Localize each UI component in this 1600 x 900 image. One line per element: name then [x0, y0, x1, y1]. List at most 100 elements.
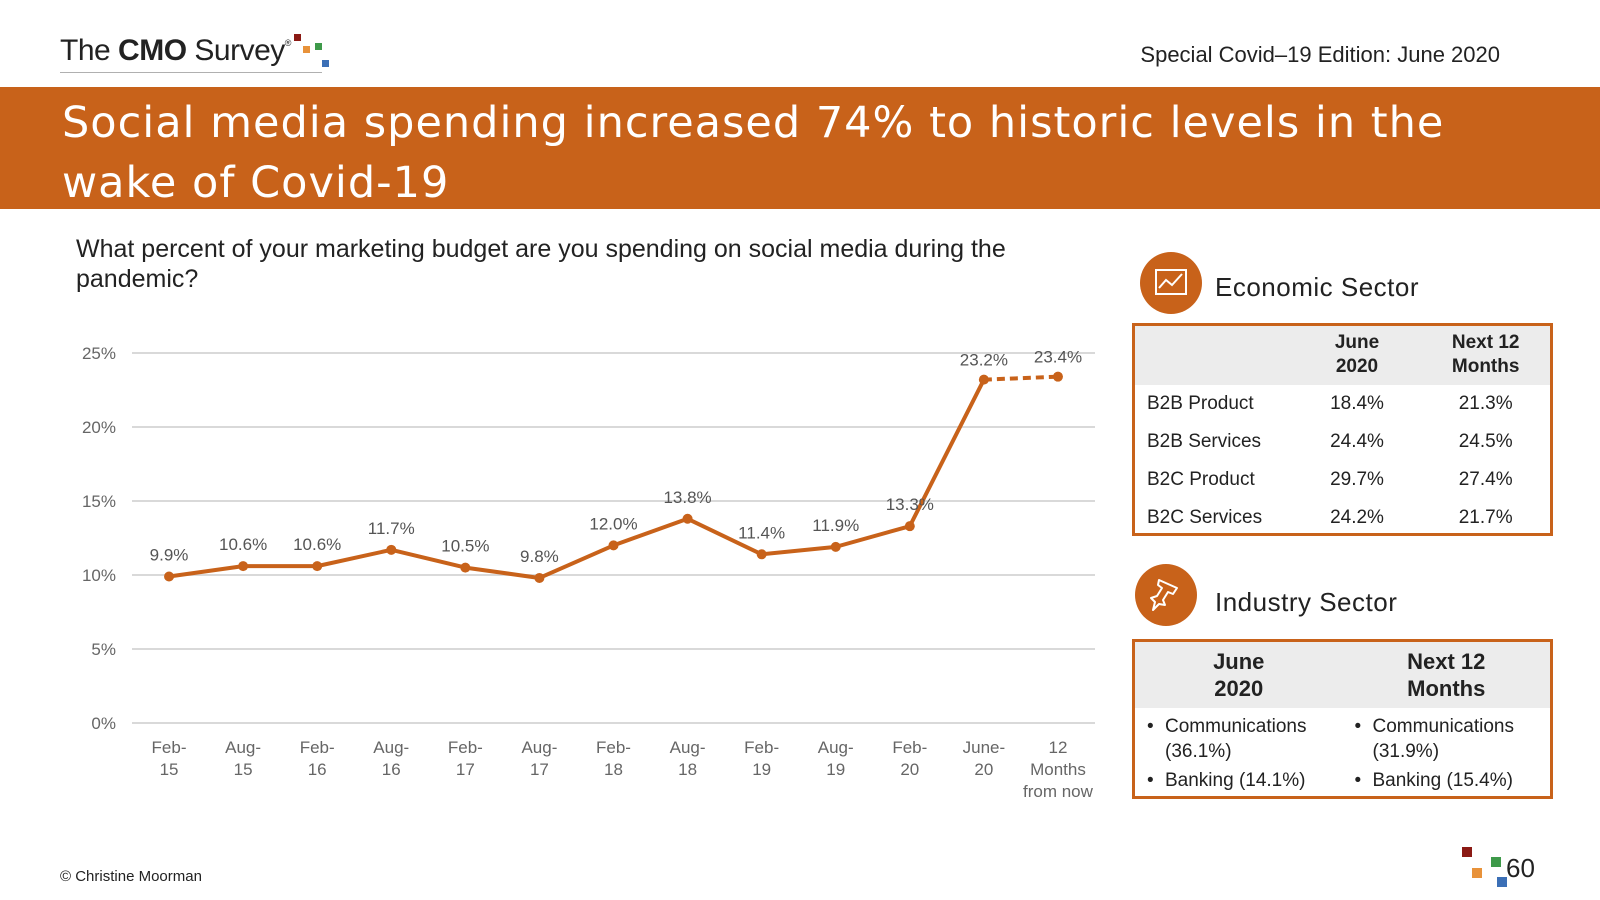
data-point [830, 541, 841, 552]
logo-square-green-icon [315, 43, 322, 50]
footer-square-blue-icon [1497, 877, 1507, 887]
data-point [756, 549, 767, 560]
y-tick-label: 20% [82, 418, 116, 437]
economic-sector-table: June 2020 Next 12 Months B2B Product 18.4%… [1132, 323, 1553, 536]
y-tick-label: 5% [91, 640, 116, 659]
logo-registered-mark: ® [284, 38, 292, 48]
table-row: B2C Product 29.7% 27.4% [1135, 461, 1550, 499]
economic-header-next-12-months: Next 12 Months [1421, 326, 1550, 385]
x-tick-label: Feb-17 [448, 738, 483, 779]
line-chart-icon [1155, 269, 1187, 295]
logo-survey: Survey [194, 34, 285, 67]
economic-sector-badge [1140, 252, 1202, 314]
industry-header-june-2020: June 2020 [1135, 642, 1343, 708]
row-label: B2B Services [1147, 431, 1262, 452]
june-2020-value: 24.4% [1330, 431, 1384, 452]
row-label: B2B Product [1147, 393, 1254, 414]
data-point [238, 561, 249, 572]
header-line: June [1213, 649, 1265, 674]
economic-header-blank [1135, 326, 1293, 385]
next-12-months-value: 21.3% [1458, 393, 1513, 414]
page-title: Social media spending increased 74% to h… [62, 98, 1445, 208]
data-label: 10.5% [441, 537, 489, 556]
data-point [164, 571, 175, 582]
economic-sector-title: Economic Sector [1215, 272, 1420, 302]
bullet-icon: • [1147, 716, 1154, 737]
x-tick-label: June-20 [963, 738, 1006, 779]
logo-cmo: CMO [118, 34, 187, 67]
industry-sector-table: June 2020 Next 12 Months • Communications (… [1132, 639, 1553, 799]
x-tick-label: Aug-17 [521, 738, 557, 779]
industry-header-next-12-months: Next 12 Months [1343, 642, 1551, 708]
data-label: 11.4% [738, 523, 785, 542]
cmo-survey-logo: The CMO Survey® [60, 34, 329, 74]
next-12-months-value: 27.4% [1458, 469, 1513, 490]
data-point [1052, 371, 1063, 382]
x-tick-label: Aug-19 [818, 738, 854, 779]
projection-line [983, 374, 1059, 382]
title-banner: Social media spending increased 74% to h… [0, 87, 1600, 209]
bullet-icon: • [1354, 716, 1362, 737]
header-line: Months [1407, 676, 1486, 701]
footer-square-red-icon [1462, 847, 1472, 857]
x-tick-label: Aug-16 [373, 738, 409, 779]
data-label: 13.8% [663, 488, 711, 507]
header-line: Months [1451, 356, 1520, 377]
list-item-text: Communications (31.9%) [1372, 716, 1515, 762]
list-item: • Communications (31.9%) [1353, 714, 1551, 764]
industry-sector-title: Industry Sector [1215, 587, 1398, 617]
industry-sector-badge [1135, 564, 1197, 626]
data-label: 23.2% [960, 351, 1008, 370]
footer-square-green-icon [1491, 857, 1501, 867]
next-12-months-value: 24.5% [1458, 431, 1513, 452]
data-label: 12.0% [589, 514, 637, 533]
x-tick-label: 12 Months from now [1023, 738, 1094, 801]
list-item-text: Banking (15.4%) [1372, 770, 1513, 791]
table-row: B2C Services 24.2% 21.7% [1135, 499, 1550, 537]
header-line: 2020 [1214, 676, 1264, 701]
bullet-icon: • [1147, 770, 1154, 791]
logo-square-red-icon [294, 34, 301, 41]
x-tick-label: Feb-16 [300, 738, 335, 779]
data-point [904, 521, 915, 532]
june-2020-value: 24.2% [1330, 507, 1384, 528]
logo-square-orange-icon [303, 46, 310, 53]
row-label: B2C Product [1147, 469, 1255, 490]
data-label: 9.9% [150, 545, 189, 564]
x-tick-label: Feb-19 [744, 738, 779, 779]
june-2020-value: 18.4% [1330, 393, 1384, 414]
list-item: • Communications (36.1%) [1145, 714, 1343, 764]
list-item-text: Banking (14.1%) [1165, 770, 1306, 791]
page-number: 60 [1506, 853, 1535, 883]
x-tick-label: Feb-15 [152, 738, 187, 779]
data-label: 11.7% [368, 519, 415, 538]
data-point [608, 540, 619, 551]
data-label: 23.4% [1034, 348, 1082, 367]
y-tick-label: 25% [82, 344, 116, 363]
logo-text: The CMO Survey® [60, 34, 291, 67]
data-label: 9.8% [520, 547, 559, 566]
data-label: 13.3% [886, 495, 934, 514]
footer-square-orange-icon [1472, 868, 1482, 878]
economic-table-header-row: June 2020 Next 12 Months [1135, 326, 1550, 385]
header-line: June [1334, 332, 1380, 353]
x-tick-label: Aug-15 [225, 738, 261, 779]
industry-table-header: June 2020 Next 12 Months [1135, 642, 1550, 708]
logo-the: The [60, 34, 111, 67]
data-point [978, 374, 989, 385]
header-line: Next 12 [1407, 649, 1486, 674]
data-label: 11.9% [812, 516, 859, 535]
bullet-icon: • [1354, 770, 1362, 791]
table-row: B2B Product 18.4% 21.3% [1135, 385, 1550, 423]
x-tick-label: Feb-20 [892, 738, 927, 779]
list-item-text: Communications (36.1%) [1165, 716, 1307, 762]
header-line: Next 12 [1451, 332, 1520, 353]
industry-next-12-months-column: • Communications (31.9%) • Banking (15.4%) [1343, 714, 1551, 797]
data-point [460, 562, 471, 573]
industry-table-body: • Communications (36.1%) • Banking (14.1%)… [1135, 708, 1550, 797]
header-line: 2020 [1335, 356, 1379, 377]
list-item: • Banking (15.4%) [1353, 768, 1551, 793]
copyright-footer: © Christine Moorman [60, 868, 202, 885]
pushpin-icon [1150, 579, 1178, 611]
table-row: B2B Services 24.4% 24.5% [1135, 423, 1550, 461]
